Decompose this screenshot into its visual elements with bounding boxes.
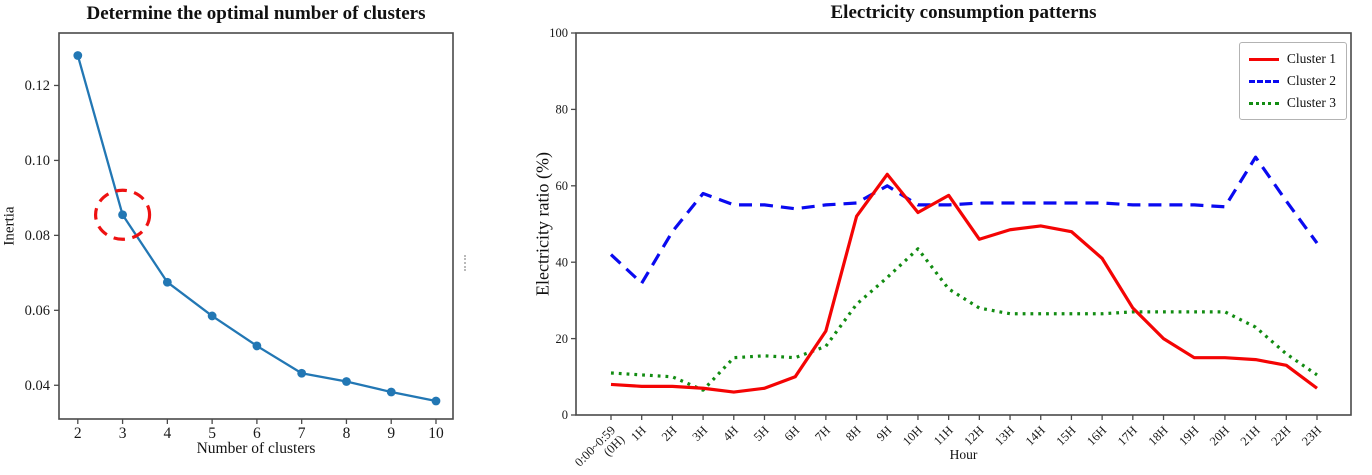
elbow-data-point — [252, 341, 262, 351]
stray-dotted-artifact — [464, 255, 466, 271]
elbow-xtick-label: 8 — [343, 425, 351, 442]
elbow-data-point — [342, 377, 351, 386]
electricity-xtick-label: 14H — [1023, 423, 1048, 448]
series-line-cluster-3 — [610, 247, 1318, 392]
electricity-xtick-label: 19H — [1176, 423, 1201, 448]
legend-item-cluster1: Cluster 1 — [1248, 48, 1336, 70]
electricity-xtick-label: 22H — [1268, 423, 1293, 448]
electricity-xtick-label: 23H — [1299, 423, 1324, 448]
legend-item-cluster3: Cluster 3 — [1248, 92, 1336, 114]
electricity-ytick-label: 80 — [556, 103, 569, 117]
electricity-xtick-label: 15H — [1053, 423, 1078, 448]
electricity-xtick-label: 18H — [1146, 423, 1171, 448]
elbow-xtick-label: 5 — [208, 425, 216, 442]
series-line-cluster-2 — [609, 155, 1319, 285]
elbow-data-point — [73, 51, 83, 60]
elbow-ytick-label: 0.12 — [25, 78, 50, 94]
elbow-ytick-label: 0.10 — [25, 153, 50, 169]
elbow-data-point — [297, 368, 307, 378]
electricity-xtick-label: 8H — [843, 423, 864, 444]
right-x-axis-label: Hour — [949, 447, 978, 462]
electricity-ytick-label: 0 — [562, 408, 568, 422]
elbow-xtick-label: 4 — [163, 425, 171, 442]
elbow-data-point — [431, 396, 441, 406]
elbow-annotation-circle — [93, 188, 152, 241]
left-chart-title: Determine the optimal number of clusters — [86, 3, 426, 24]
electricity-xtick-label: 6H — [782, 423, 803, 444]
elbow-ytick-label: 0.06 — [25, 303, 50, 319]
electricity-xtick-label: 12H — [961, 423, 986, 448]
electricity-xtick-label: 3H — [690, 423, 711, 444]
elbow-xtick-label: 7 — [298, 425, 306, 442]
electricity-ytick-label: 40 — [556, 255, 569, 269]
electricity-xtick-label: 21H — [1238, 423, 1263, 448]
legend-label-cluster1: Cluster 1 — [1286, 51, 1336, 66]
elbow-chart: 0.04 0.06 0.08 0.10 0.12 2 3 4 5 6 7 8 9 10 — [25, 32, 454, 442]
electricity-xtick-label: 7H — [812, 423, 833, 444]
electricity-xtick-label: 9H — [874, 423, 895, 444]
electricity-xtick-label: 13H — [992, 423, 1017, 448]
elbow-data-point — [118, 210, 127, 220]
electricity-ytick-label: 100 — [549, 26, 568, 40]
elbow-ytick-label: 0.04 — [25, 378, 51, 394]
right-chart-title: Electricity consumption patterns — [830, 2, 1097, 23]
series-line-cluster-1 — [610, 172, 1318, 394]
electricity-xtick-label: 2H — [659, 423, 680, 444]
electricity-ytick-label: 60 — [556, 179, 569, 193]
electricity-xtick-label: 11H — [931, 423, 956, 448]
legend-label-cluster2: Cluster 2 — [1286, 73, 1336, 88]
electricity-xtick-label: 17H — [1115, 423, 1140, 448]
legend-line-sample-cluster2 — [1248, 79, 1279, 83]
legend-line-sample-cluster1 — [1248, 57, 1279, 61]
legend-item-cluster2: Cluster 2 — [1248, 70, 1336, 92]
left-y-axis-label: Inertia — [1, 206, 18, 246]
elbow-data-point — [162, 277, 172, 287]
legend: Cluster 1 Cluster 2 Cluster 3 — [1238, 42, 1347, 120]
elbow-xtick-label: 2 — [74, 425, 82, 442]
electricity-xtick-label: 4H — [720, 423, 741, 444]
elbow-data-point — [386, 387, 396, 397]
electricity-xtick-label: 10H — [900, 423, 925, 448]
right-y-axis-label: Electricity ratio (%) — [532, 152, 553, 296]
electricity-xtick-label: 1H — [628, 423, 649, 444]
electricity-ytick-label: 20 — [556, 332, 569, 346]
elbow-xtick-label: 6 — [253, 425, 261, 442]
elbow-ytick-label: 0.08 — [25, 228, 50, 244]
legend-line-sample-cluster3 — [1248, 101, 1279, 105]
elbow-xtick-label: 10 — [428, 425, 444, 442]
elbow-data-point — [207, 311, 217, 321]
legend-label-cluster3: Cluster 3 — [1286, 95, 1336, 110]
elbow-xtick-label: 3 — [119, 425, 127, 442]
electricity-xtick-label: 5H — [751, 423, 772, 444]
left-x-axis-label: Number of clusters — [196, 440, 316, 457]
electricity-xtick-label: 20H — [1207, 423, 1232, 448]
elbow-xtick-label: 9 — [387, 425, 395, 442]
electricity-xtick-label: 16H — [1084, 423, 1109, 448]
